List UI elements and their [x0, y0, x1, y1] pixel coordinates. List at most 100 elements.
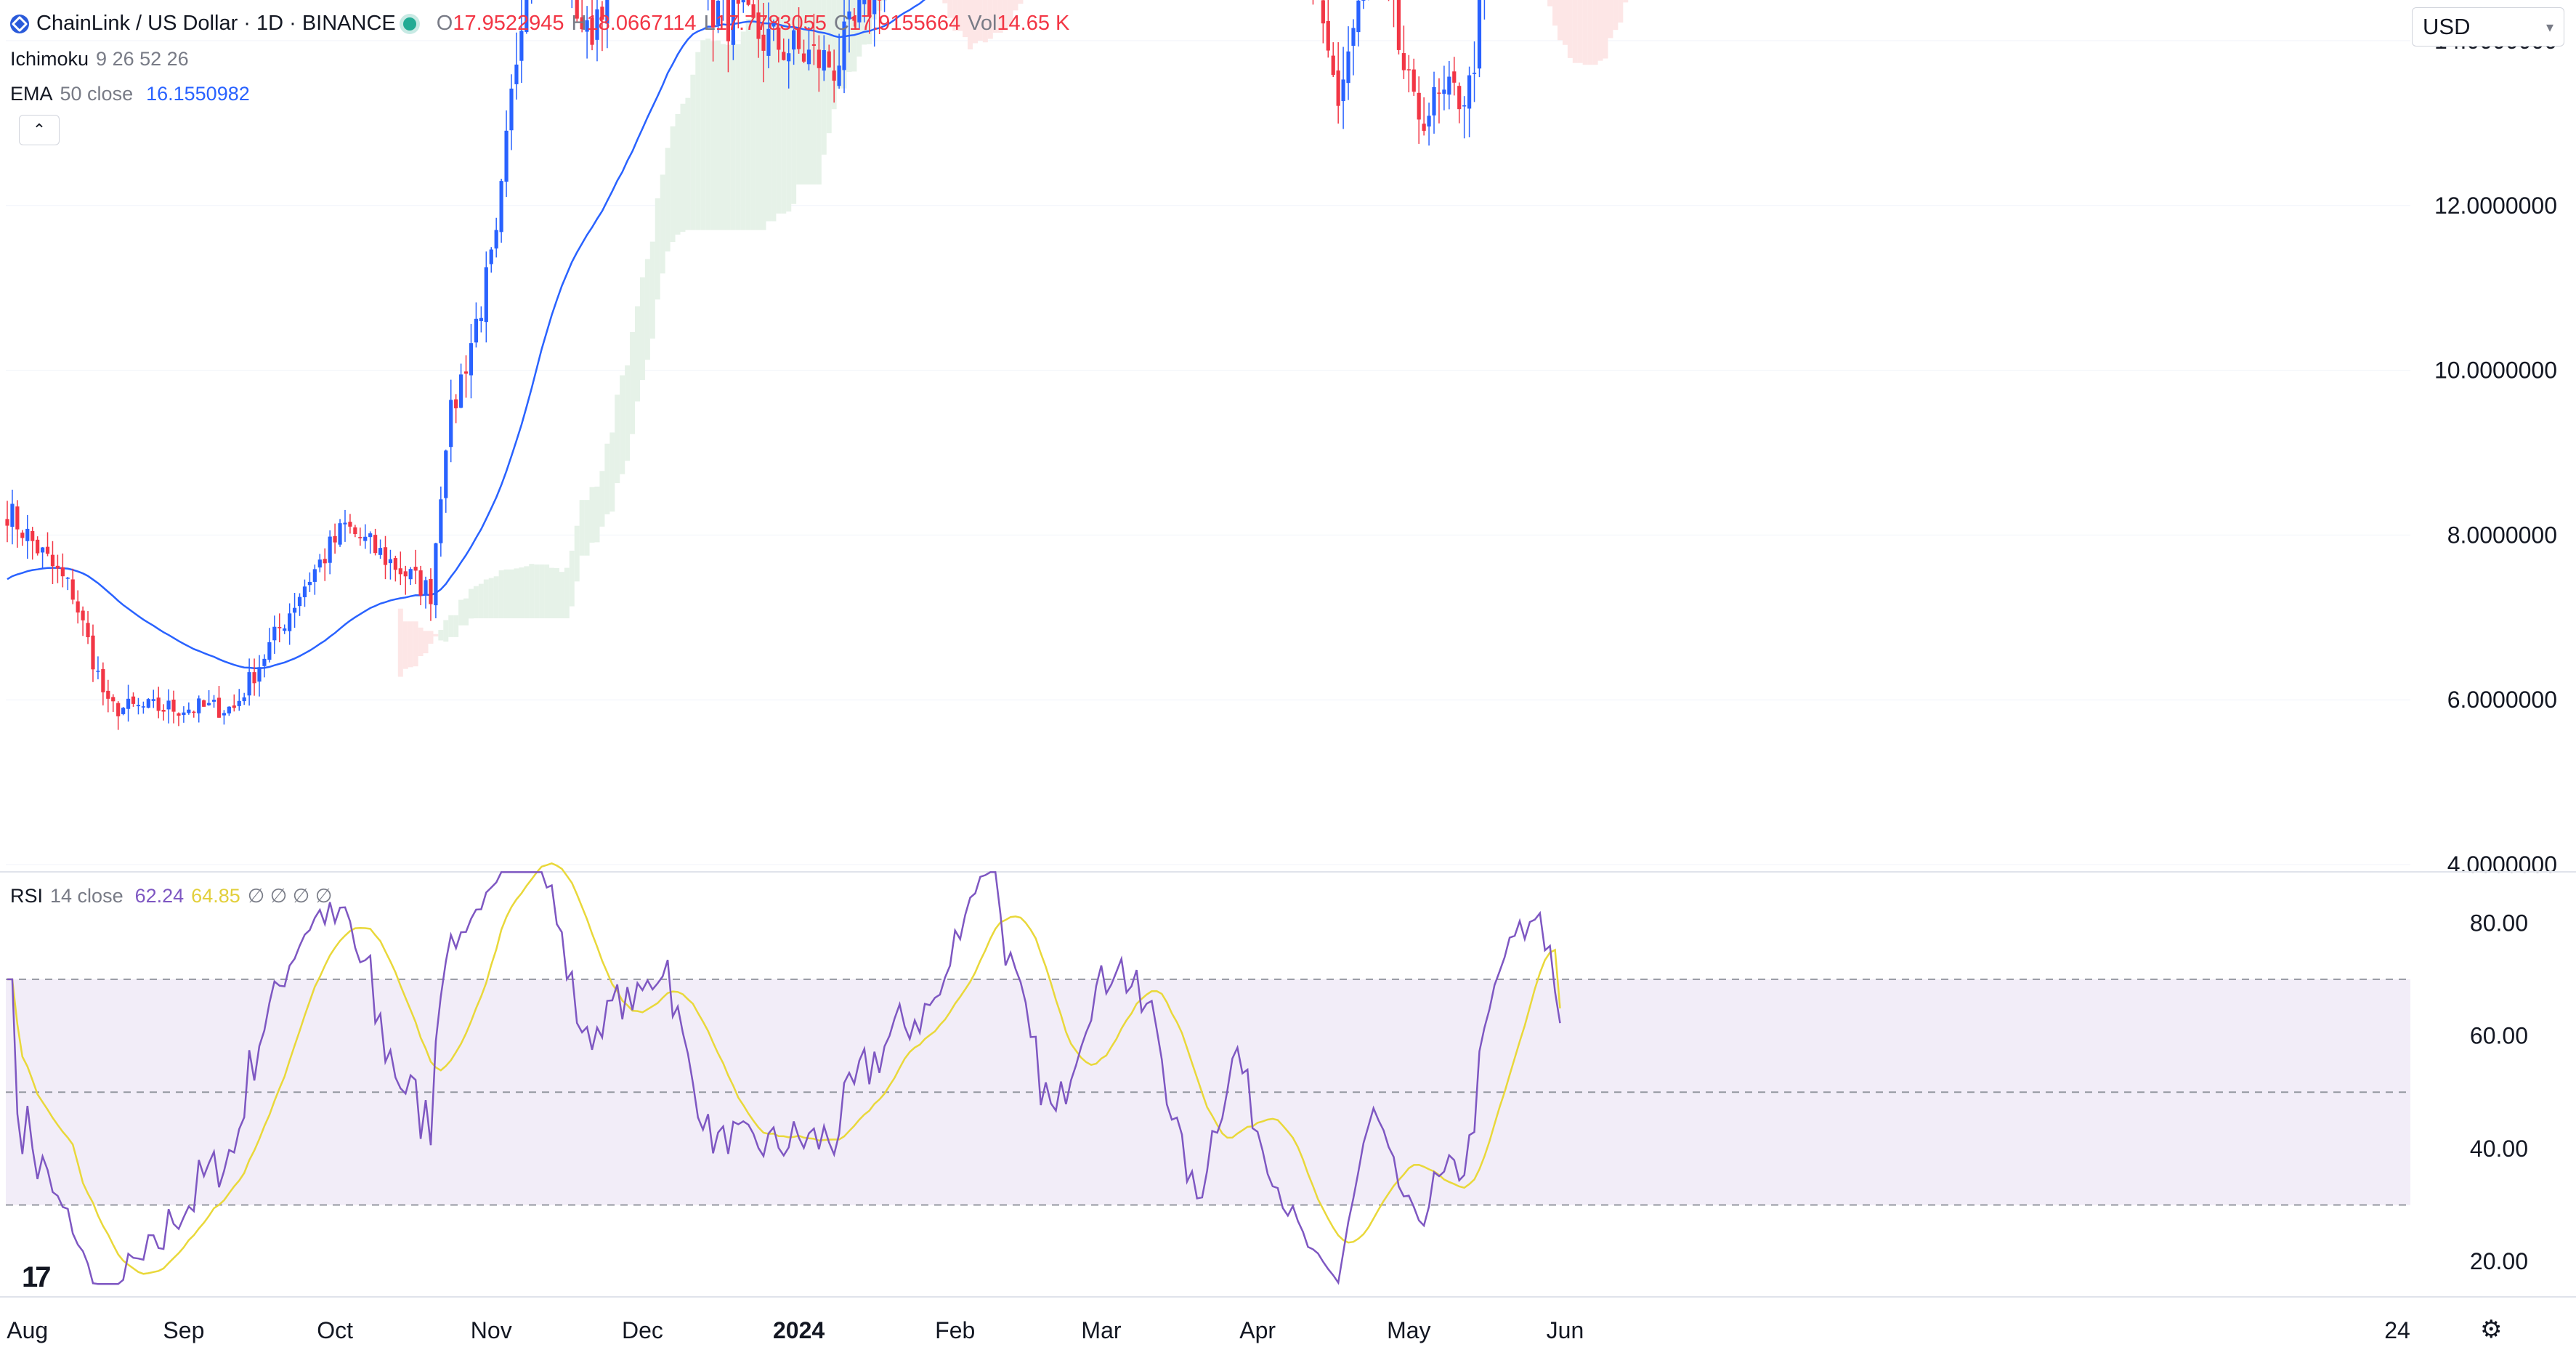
ichimoku-cloud-segment [1587, 0, 1593, 65]
rsi-params: 14 close [50, 885, 123, 907]
ichimoku-cloud-segment [690, 74, 696, 230]
rsi-hidden-values: ∅ ∅ ∅ ∅ [247, 885, 333, 907]
ichimoku-legend[interactable]: Ichimoku 9 26 52 26 [10, 48, 189, 70]
candle-body [232, 705, 236, 708]
candle-body [156, 697, 161, 711]
candle-body [317, 559, 322, 568]
candle-body [81, 610, 85, 620]
ichimoku-cloud-segment [710, 41, 716, 230]
candle-body [141, 706, 145, 708]
candle-body [302, 586, 307, 597]
candle-body [857, 0, 862, 23]
market-status-icon [402, 17, 416, 31]
candle-body [283, 628, 287, 631]
candle-body [494, 230, 498, 248]
candle-body [787, 53, 791, 62]
tradingview-logo-icon[interactable]: 17 [22, 1261, 51, 1293]
candle-body [146, 699, 150, 708]
candle-body [388, 559, 393, 564]
rsi-legend[interactable]: RSI 14 close 62.24 64.85 ∅ ∅ ∅ ∅ [10, 885, 332, 907]
candle-body [288, 613, 292, 631]
candle-body [116, 703, 121, 716]
candle-body [832, 70, 836, 81]
ichimoku-cloud-segment [589, 487, 595, 543]
ichimoku-cloud-segment [539, 564, 545, 618]
time-tick-label: Dec [622, 1317, 663, 1343]
candle-body [1427, 116, 1431, 127]
time-tick-label: Apr [1239, 1317, 1276, 1343]
candle-body [600, 7, 604, 20]
ichimoku-cloud-segment [514, 568, 519, 618]
candle-body [106, 690, 110, 699]
candle-body [262, 658, 267, 666]
ichimoku-cloud-segment [1003, 0, 1008, 31]
ichimoku-cloud-segment [761, 0, 766, 230]
ichimoku-cloud-segment [534, 564, 540, 618]
candle-body [746, 0, 750, 5]
ichimoku-cloud-segment [997, 0, 1003, 33]
candle-body [76, 601, 80, 613]
candle-body [101, 668, 105, 692]
ichimoku-cloud-segment [735, 44, 741, 230]
ichimoku-cloud-segment [771, 0, 777, 222]
candle-body [20, 533, 25, 538]
candle-body [1396, 0, 1401, 50]
candle-body [111, 697, 116, 702]
ichimoku-cloud-segment [402, 621, 408, 669]
candle-body [247, 672, 251, 696]
candle-body [358, 537, 362, 538]
rsi-ma-value: 64.85 [191, 885, 240, 907]
ichimoku-cloud-segment [756, 0, 761, 230]
candle-body [878, 0, 882, 1]
ichimoku-cloud-segment [1597, 0, 1603, 61]
candle-body [202, 700, 206, 707]
candle-body [222, 713, 227, 716]
ichimoku-cloud-segment [423, 631, 429, 654]
candle-body [444, 450, 448, 498]
candle-body [353, 527, 357, 535]
price-tick-label: 10.0000000 [2434, 357, 2557, 384]
chevron-down-icon: ▾ [2545, 19, 2553, 36]
candle-body [751, 4, 756, 18]
ichimoku-cloud-segment [569, 550, 575, 607]
candle-body [323, 559, 327, 564]
ichimoku-cloud-segment [972, 0, 978, 44]
ichimoku-params: 9 26 52 26 [96, 48, 189, 70]
candle-body [1437, 92, 1441, 94]
ichimoku-cloud-segment [478, 583, 484, 618]
candle-body [509, 88, 514, 131]
currency-select[interactable]: USD ▾ [2412, 7, 2564, 46]
collapse-legend-button[interactable]: ⌃ [19, 115, 60, 145]
ichimoku-cloud-segment [665, 147, 671, 252]
close-label: C [833, 12, 849, 35]
volume-value: 14.65 K [997, 12, 1070, 35]
ichimoku-cloud-segment [977, 0, 983, 41]
candle-body [1411, 69, 1416, 92]
candle-body [766, 28, 771, 56]
ichimoku-cloud-segment [745, 19, 751, 230]
candle-body [1457, 86, 1462, 110]
candle-body [242, 697, 246, 702]
ichimoku-cloud-segment [695, 52, 701, 230]
candle-body [187, 709, 191, 713]
symbol-title[interactable]: ChainLink / US Dollar · 1D · BINANCE [36, 12, 396, 35]
ichimoku-cloud-segment [609, 432, 615, 512]
ichimoku-cloud-segment [574, 525, 580, 582]
candle-body [227, 706, 231, 713]
candle-body [514, 64, 519, 84]
ichimoku-cloud-segment [786, 0, 792, 212]
time-tick-label: 2024 [773, 1317, 825, 1343]
ema-legend[interactable]: EMA 50 close 16.1550982 [10, 83, 250, 105]
settings-gear-icon[interactable]: ⚙ [2480, 1316, 2503, 1343]
candle-body [1447, 76, 1451, 95]
rsi-tick-label: 20.00 [2470, 1248, 2528, 1274]
ichimoku-cloud-segment [529, 564, 535, 618]
candle-body [792, 30, 796, 50]
candle-body [207, 703, 211, 705]
time-tick-label: Jun [1547, 1317, 1584, 1343]
price-tick-label: 8.0000000 [2447, 522, 2557, 548]
candle-body [70, 579, 75, 600]
ichimoku-cloud-segment [463, 598, 469, 626]
